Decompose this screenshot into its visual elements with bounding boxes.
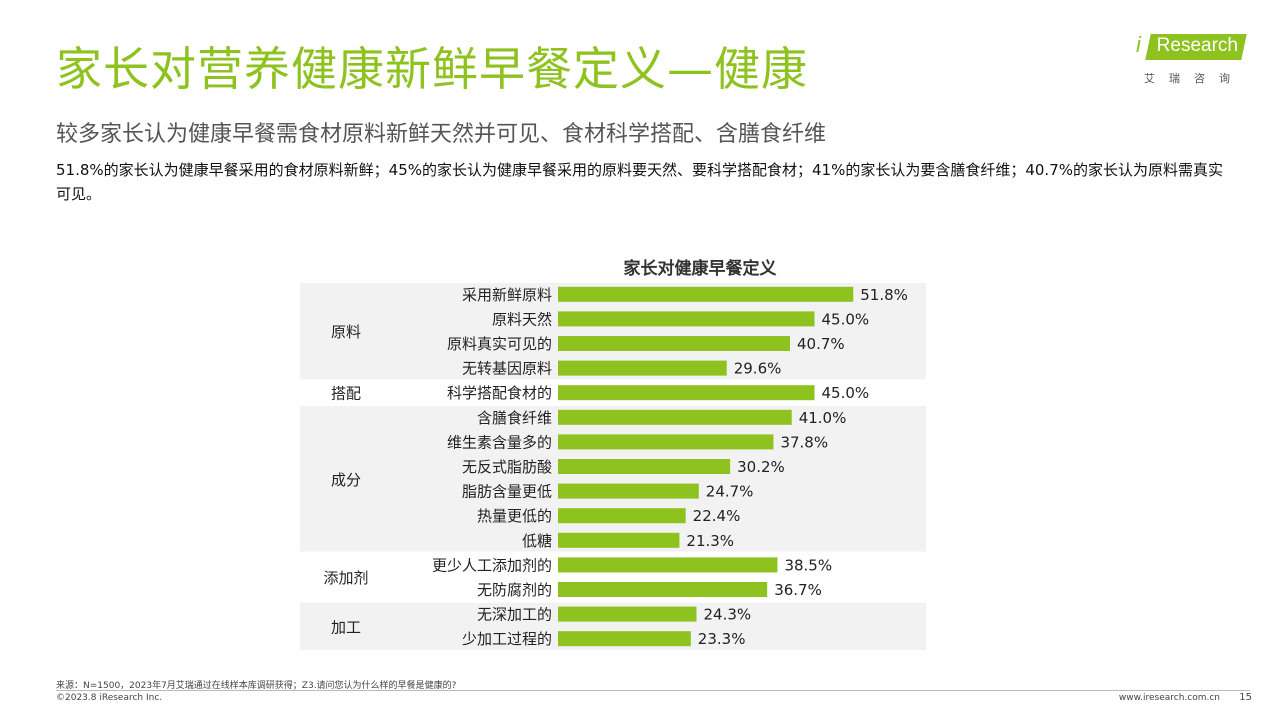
bar (558, 336, 790, 351)
footer-divider (56, 690, 1250, 691)
data-label: 21.3% (686, 532, 734, 550)
iresearch-logo: i Research 艾瑞咨询 (1134, 30, 1247, 90)
data-label: 40.7% (797, 335, 845, 353)
bar (558, 434, 774, 450)
footer-source: 来源：N=1500，2023年7月艾瑞通过在线样本库调研获得；Z3.请问您认为什… (56, 681, 457, 691)
category-label: 更少人工添加剂的 (432, 556, 552, 574)
bar (558, 311, 815, 327)
category-label: 无转基因原料 (462, 360, 552, 378)
data-label: 22.4% (693, 507, 741, 525)
bar (558, 631, 691, 647)
group-label: 添加剂 (323, 569, 368, 587)
page-title: 家长对营养健康新鲜早餐定义—健康 (56, 42, 808, 96)
data-label: 45.0% (822, 384, 870, 402)
bar-chart: 原料 采用新鲜原料 51.8% 原料天然 45.0% 原料真实可见的 40.7% 无转基因原料… (300, 283, 926, 650)
group-label: 搭配 (331, 385, 361, 403)
bar (558, 409, 792, 425)
data-label: 24.3% (704, 606, 752, 624)
footer-url: www.iresearch.com.cn (1118, 693, 1220, 703)
data-label: 29.6% (734, 360, 782, 378)
category-label: 含膳食纤维 (477, 409, 552, 427)
bar (558, 286, 854, 302)
data-label: 51.8% (860, 286, 908, 304)
bar (558, 385, 815, 401)
data-label: 24.7% (706, 483, 754, 501)
logo-subtitle: 艾瑞咨询 (1144, 72, 1244, 85)
bar (558, 606, 697, 622)
category-label: 脂肪含量更低 (462, 483, 552, 501)
category-label: 原料天然 (492, 310, 552, 328)
bar (558, 360, 727, 376)
bar (558, 557, 778, 573)
data-label: 30.2% (737, 458, 785, 476)
logo-prefix: i (1136, 32, 1141, 57)
category-label: 无反式脂肪酸 (462, 458, 552, 476)
category-label: 维生素含量多的 (447, 433, 552, 451)
group-label: 原料 (331, 323, 361, 341)
data-label: 23.3% (698, 630, 746, 648)
bar (558, 483, 699, 499)
group-label: 成分 (331, 471, 361, 489)
data-label: 45.0% (822, 310, 870, 328)
data-label: 38.5% (784, 556, 832, 574)
category-label: 无深加工的 (477, 606, 552, 624)
category-label: 科学搭配食材的 (447, 384, 552, 402)
page-number: 15 (1239, 692, 1252, 703)
data-label: 41.0% (799, 409, 847, 427)
category-label: 热量更低的 (477, 507, 552, 525)
category-label: 原料真实可见的 (447, 335, 552, 353)
logo-brand: Research (1156, 35, 1238, 56)
group-label: 加工 (331, 618, 361, 636)
category-label: 无防腐剂的 (477, 581, 552, 599)
group-band (300, 406, 926, 552)
category-label: 采用新鲜原料 (462, 286, 552, 304)
data-label: 37.8% (780, 433, 828, 451)
page-subtitle: 较多家长认为健康早餐需食材原料新鲜天然并可见、食材科学搭配、含膳食纤维 (56, 122, 827, 147)
bar (558, 582, 768, 597)
chart-title: 家长对健康早餐定义 (623, 259, 777, 279)
footer-copyright: ©2023.8 iResearch Inc. (56, 693, 163, 703)
category-label: 低糖 (522, 532, 552, 550)
bar (558, 459, 731, 474)
bar (558, 508, 686, 524)
bar (558, 532, 680, 548)
data-label: 36.7% (774, 581, 822, 599)
category-label: 少加工过程的 (462, 630, 552, 648)
description-text: 51.8%的家长认为健康早餐采用的食材原料新鲜；45%的家长认为健康早餐采用的原… (56, 161, 1223, 203)
